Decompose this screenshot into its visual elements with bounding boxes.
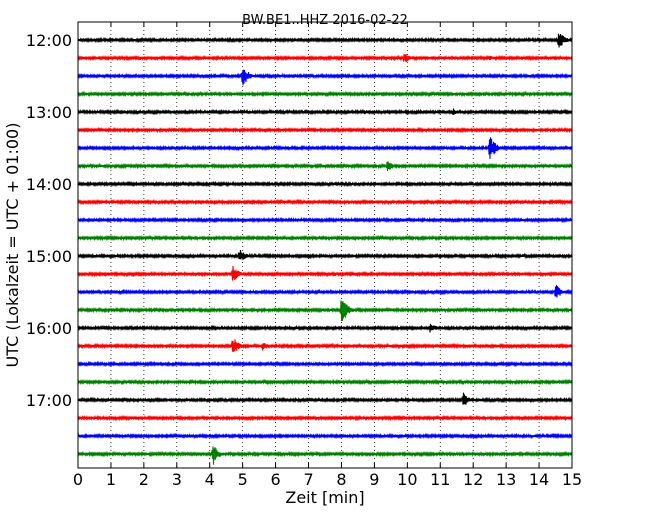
- seismic-trace: [78, 183, 572, 186]
- seismic-trace: [78, 201, 572, 204]
- seismic-trace: [78, 161, 572, 171]
- seismic-trace: [78, 236, 572, 239]
- x-tick-label: 7: [303, 470, 313, 489]
- y-tick-label: 16:00: [26, 319, 72, 338]
- x-tick-label: 2: [139, 470, 149, 489]
- seismic-trace: [78, 266, 572, 281]
- seismic-trace: [78, 285, 572, 298]
- seismic-trace: [78, 434, 572, 437]
- seismic-trace: [78, 381, 572, 384]
- x-tick-label: 15: [562, 470, 582, 489]
- seismic-trace: [78, 300, 572, 321]
- seismic-trace: [78, 218, 572, 222]
- chart-title: BW.BE1..HHZ 2016-02-22: [242, 13, 408, 28]
- seismic-trace: [78, 393, 572, 405]
- traces: [78, 34, 572, 465]
- x-tick-label: 13: [496, 470, 516, 489]
- seismogram-figure: BW.BE1..HHZ 2016-02-22 0 1 2 3 4 5 6 7 8 9 10 11 12 1…: [0, 0, 650, 520]
- seismic-trace: [78, 108, 572, 114]
- seismic-trace: [78, 363, 572, 366]
- x-tick-label: 8: [336, 470, 346, 489]
- seismic-trace: [78, 70, 572, 85]
- x-tick-label: 10: [397, 470, 417, 489]
- seismic-trace: [78, 128, 572, 132]
- seismic-trace: [78, 34, 572, 48]
- x-tick-label: 5: [238, 470, 248, 489]
- y-axis-label: UTC (Lokalzeit = UTC + 01:00): [3, 123, 22, 368]
- x-axis-label: Zeit [min]: [285, 488, 364, 507]
- y-tick-label: 17:00: [26, 391, 72, 410]
- y-tick-label: 14:00: [26, 175, 72, 194]
- seismic-trace: [78, 54, 572, 62]
- seismic-trace: [78, 250, 572, 260]
- x-tick-label: 11: [430, 470, 450, 489]
- x-tick-label: 12: [463, 470, 483, 489]
- y-tick-label: 12:00: [26, 31, 72, 50]
- x-tick-label: 3: [172, 470, 182, 489]
- seismic-trace: [78, 93, 572, 96]
- seismic-trace: [78, 324, 572, 332]
- seismic-trace: [78, 339, 572, 352]
- x-tick-label: 6: [271, 470, 281, 489]
- seismic-trace: [78, 137, 572, 159]
- y-tick-label: 13:00: [26, 103, 72, 122]
- x-tick-label: 4: [205, 470, 215, 489]
- x-tick-label: 1: [106, 470, 116, 489]
- x-tick-label: 9: [369, 470, 379, 489]
- helicorder-chart: BW.BE1..HHZ 2016-02-22 0 1 2 3 4 5 6 7 8 9 10 11 12 1…: [0, 0, 650, 520]
- x-tick-label: 0: [73, 470, 83, 489]
- x-tick-label: 14: [529, 470, 549, 489]
- seismic-trace: [78, 417, 572, 420]
- y-tick-label: 15:00: [26, 247, 72, 266]
- seismic-trace: [78, 446, 572, 464]
